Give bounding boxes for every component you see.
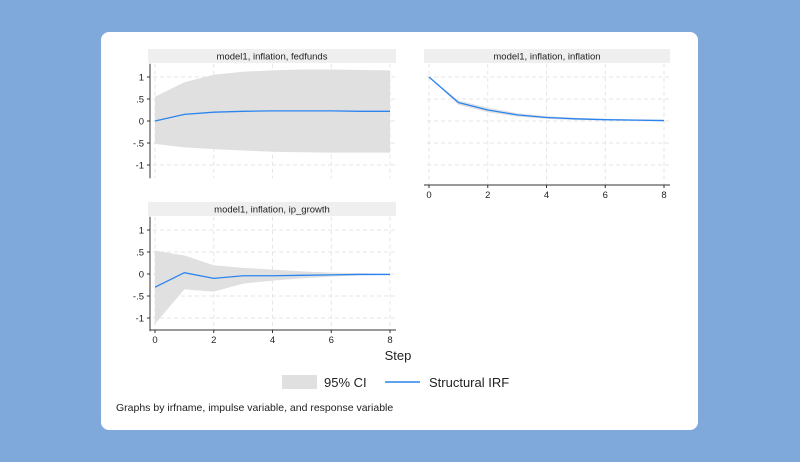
x-tick-label: 0 (152, 335, 157, 346)
panel-title: model1, inflation, inflation (493, 52, 600, 63)
panel-title-strip (148, 49, 396, 63)
x-tick-label: 2 (211, 335, 216, 346)
panel-title: model1, inflation, ip_growth (214, 205, 330, 216)
panel-title-strip (424, 49, 670, 63)
note: Graphs by irfname, impulse variable, and… (116, 402, 393, 414)
x-tick-label: 2 (485, 190, 490, 201)
y-tick-label: 0 (139, 117, 144, 128)
legend-irf-label: Structural IRF (429, 375, 509, 390)
x-tick-label: 0 (426, 190, 431, 201)
y-tick-label: -.5 (133, 292, 144, 303)
x-tick-label: 6 (603, 190, 608, 201)
panel-1: model1, inflation, fedfunds -1 -.5 0 .5 1 (133, 49, 396, 179)
y-tick-label: -1 (136, 161, 144, 172)
y-tick-label: -.5 (133, 139, 144, 150)
x-axis-label: Step (385, 348, 412, 363)
panel-3: model1, inflation, ip_growth -1 -.5 0 .5 1 0 2 4… (133, 202, 396, 346)
x-tick-label: 8 (661, 190, 666, 201)
panel-2: model1, inflation, inflation 0 2 4 6 8 (424, 49, 670, 201)
y-tick-label: .5 (136, 248, 144, 259)
legend-ci-swatch (282, 375, 317, 389)
ci-band (155, 250, 390, 324)
x-tick-label: 4 (270, 335, 275, 346)
x-tick-label: 4 (544, 190, 549, 201)
y-tick-label: .5 (136, 95, 144, 106)
x-tick-label: 8 (387, 335, 392, 346)
y-tick-label: 0 (139, 270, 144, 281)
legend-ci-label: 95% CI (324, 375, 367, 390)
panel-title-strip (148, 202, 396, 216)
y-tick-label: 1 (139, 73, 144, 84)
panel-title: model1, inflation, fedfunds (217, 52, 328, 63)
y-tick-label: 1 (139, 226, 144, 237)
x-tick-label: 6 (329, 335, 334, 346)
y-tick-label: -1 (136, 314, 144, 325)
